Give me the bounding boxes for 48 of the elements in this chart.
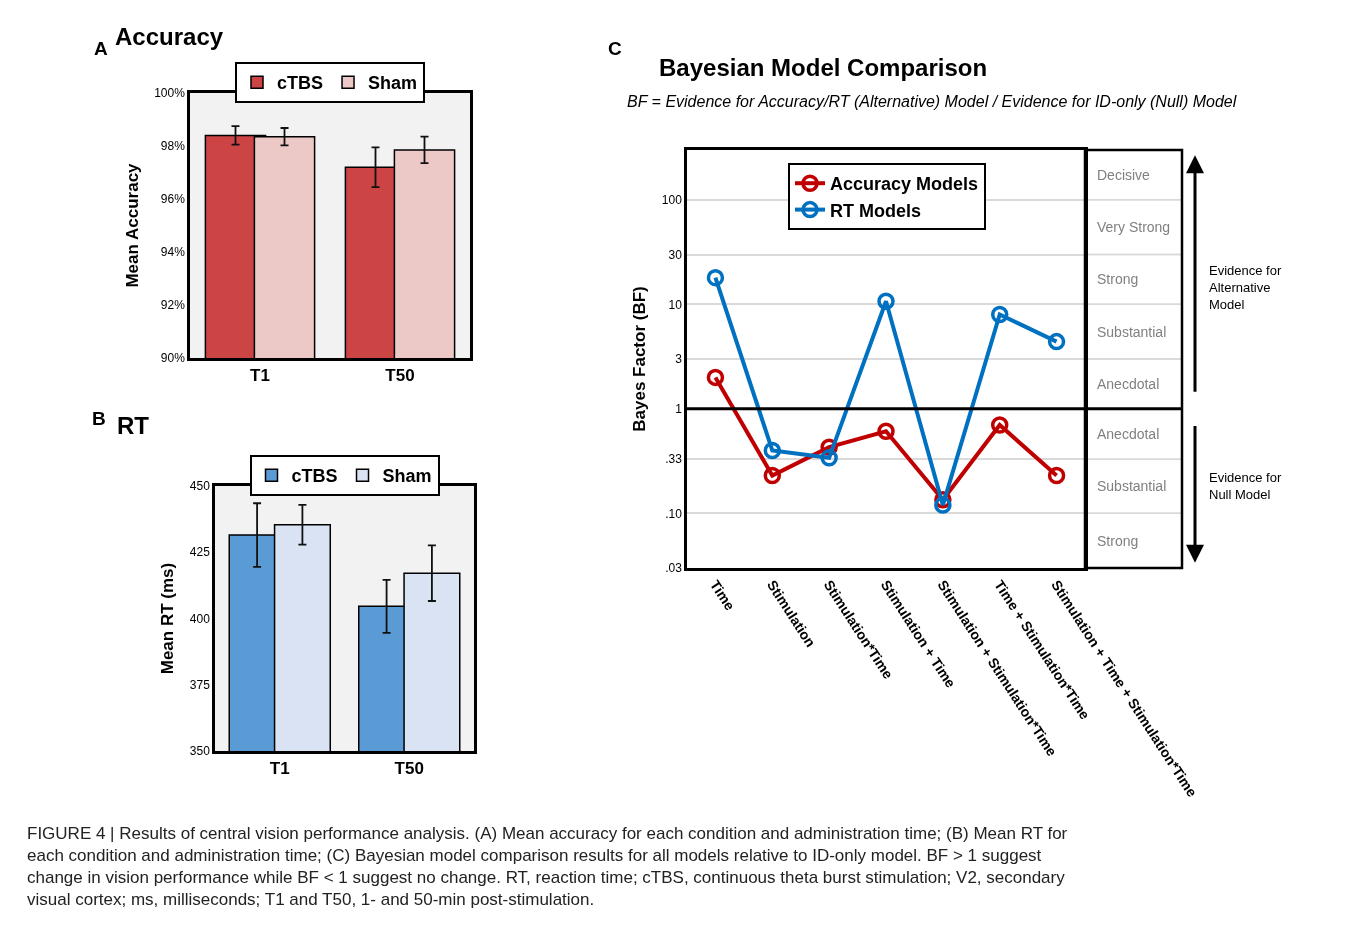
y-tick-label: .03 xyxy=(665,561,683,576)
legend-label: Accuracy Models xyxy=(830,174,979,195)
y-tick-label: 100% xyxy=(154,86,186,101)
text: Evidence for Alternative Model xyxy=(1209,263,1282,312)
text: Very Strong xyxy=(1097,219,1171,235)
text: Evidence for Null Model xyxy=(1209,470,1282,502)
x-tick-label: T50 xyxy=(394,759,424,779)
text: C xyxy=(608,38,622,59)
legend-label: Sham xyxy=(368,73,418,94)
y-axis-title: Mean RT (ms) xyxy=(158,562,178,675)
text: B xyxy=(92,408,106,429)
y-tick-label: 90% xyxy=(160,351,186,366)
legend-label: Sham xyxy=(382,466,432,487)
y-tick-label: .10 xyxy=(665,506,683,521)
y-axis-title: Bayes Factor (BF) xyxy=(630,286,650,432)
chart-subtitle: BF = Evidence for Accuracy/RT (Alternative) Model / Evidence for ID-only (Null) Model xyxy=(627,93,1237,110)
legend-label: RT Models xyxy=(830,200,922,221)
text: Substantial xyxy=(1097,324,1167,340)
text: A xyxy=(94,38,108,59)
x-tick-label: T50 xyxy=(385,366,415,386)
text: Decisive xyxy=(1097,167,1151,183)
text: Substantial xyxy=(1097,478,1167,494)
y-tick-label: 400 xyxy=(189,611,211,626)
text: Strong xyxy=(1097,271,1139,287)
y-tick-label: 1 xyxy=(675,402,683,417)
y-tick-label: 98% xyxy=(160,139,186,154)
y-tick-label: 94% xyxy=(160,245,186,260)
y-tick-label: 30 xyxy=(668,247,683,262)
y-tick-label: .33 xyxy=(665,452,683,467)
y-tick-label: 350 xyxy=(189,744,211,759)
legend-label: cTBS xyxy=(277,73,324,94)
x-tick-label: T1 xyxy=(269,759,290,779)
chart-title: Bayesian Model Comparison xyxy=(659,54,988,81)
chart-title: RT xyxy=(117,412,150,439)
chart-title: Accuracy xyxy=(115,23,224,50)
y-tick-label: 100 xyxy=(661,193,683,208)
x-tick-label: T1 xyxy=(250,366,270,386)
text: Anecdotal xyxy=(1097,426,1160,442)
y-tick-label: 3 xyxy=(675,352,683,367)
y-axis-title: Mean Accuracy xyxy=(122,162,142,288)
caption: FIGURE 4 | Results of central vision performance analysis. (A) Mean accuracy for each condition and administration time; (B) Mean RT for each condition and administration time; (C) Bayesian model comparison results for all models relative to ID-only model. BF > 1 suggest change in vision performance while BF < 1 suggest no change. RT, reaction time; cTBS, continuous theta burst stimulation; V2, secondary visual cortex; ms, milliseconds; T1 and T50, 1- and 50-min post-stimulation. xyxy=(27,824,1068,910)
y-tick-label: 425 xyxy=(189,545,211,560)
legend-label: cTBS xyxy=(291,466,338,487)
y-tick-label: 375 xyxy=(189,677,211,692)
y-tick-label: 450 xyxy=(189,479,211,494)
y-tick-label: 92% xyxy=(160,298,186,313)
y-tick-label: 96% xyxy=(160,192,186,207)
y-tick-label: 10 xyxy=(668,297,683,312)
